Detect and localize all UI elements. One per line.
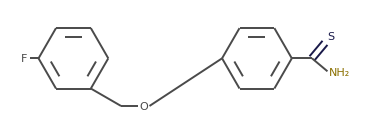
Text: S: S [327,32,334,42]
Text: O: O [140,101,148,111]
Text: NH₂: NH₂ [329,68,351,78]
Text: F: F [21,54,28,64]
